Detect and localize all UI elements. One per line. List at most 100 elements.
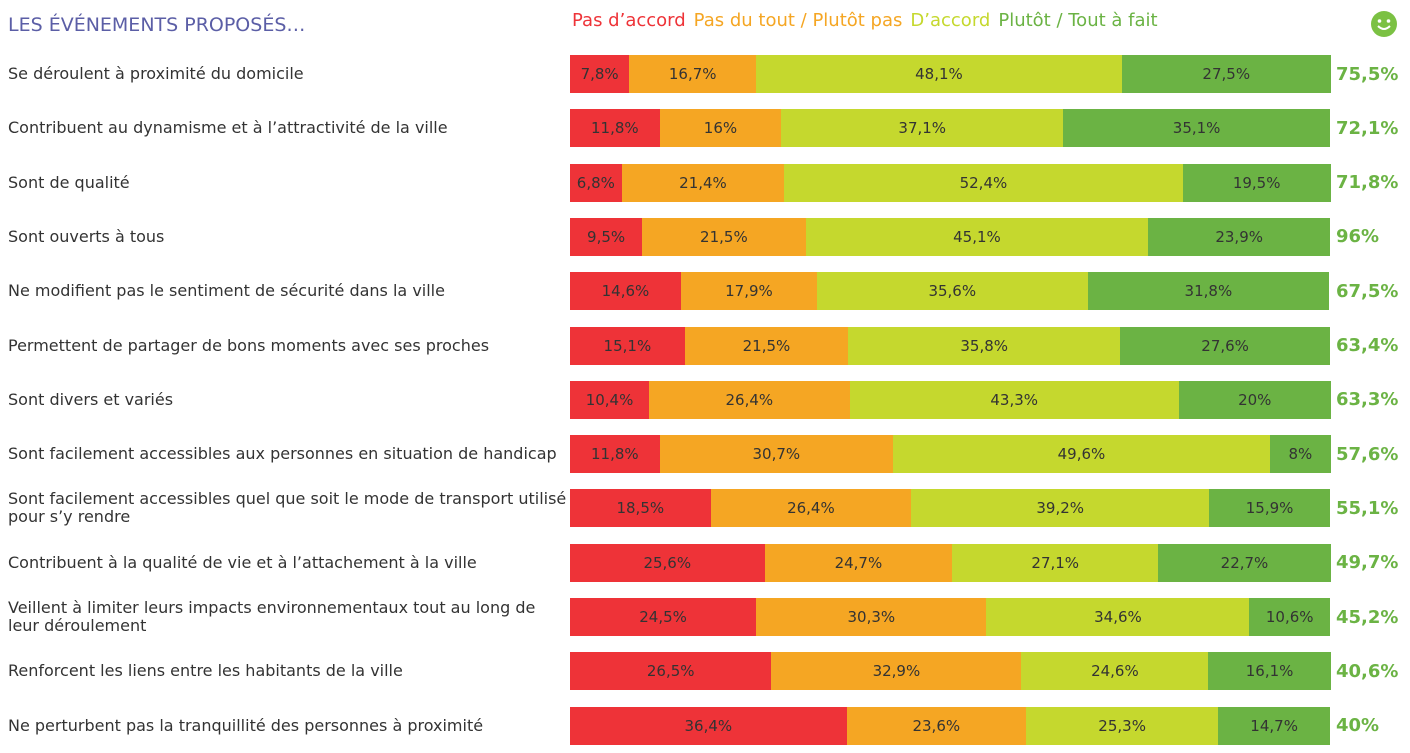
total-label: 57,6% [1336,443,1399,465]
value-label: 37,1% [898,119,947,138]
bar-segment: 35,1% [1063,109,1330,148]
bar-segment: 20% [1178,380,1331,419]
bar-segment: 22,7% [1158,543,1331,582]
value-label: 23,9% [1215,227,1263,246]
category-label: Sont ouverts à tous [8,226,165,246]
bar-segment: 7,8% [570,55,630,93]
value-label: 20% [1238,390,1272,409]
bar-segment: 16% [659,109,782,148]
total-label: 71,8% [1336,172,1399,194]
value-label: 45,1% [953,227,1001,246]
value-label: 49,6% [1057,445,1106,464]
category-label: Ne modifient pas le sentiment de sécurit… [8,281,445,301]
bar-segment: 23,9% [1148,217,1330,256]
total-label: 72,1% [1336,117,1399,139]
category-label: Se déroulent à proximité du domicile [8,64,304,83]
value-label: 19,5% [1232,173,1281,192]
value-label: 14,7% [1250,716,1298,735]
total-label: 49,7% [1336,552,1399,574]
category-label: Renforcent les liens entre les habitants… [8,661,403,681]
bar-segment: 10,4% [570,380,650,419]
bar-segment: 26,4% [649,380,850,419]
bar-segment: 26,5% [570,652,772,691]
bar-segment: 49,6% [893,435,1270,474]
value-label: 16% [703,119,738,138]
bar-segment: 9,5% [570,217,643,256]
total-label: 63,3% [1336,389,1399,411]
bar-segment: 36,4% [570,706,847,745]
value-label: 10,6% [1265,608,1314,626]
value-label: 21,5% [742,336,791,355]
bar-segment: 39,2% [911,489,1210,528]
legend-entry: Plutôt / Tout à fait [998,10,1158,31]
value-label: 25,6% [643,553,692,572]
bar-segment: 35,8% [848,326,1121,365]
value-label: 27,6% [1201,336,1249,355]
bar-segment: 27,5% [1121,55,1331,93]
value-label: 30,7% [752,445,801,464]
value-label: 10,4% [585,390,634,409]
value-label: 26,4% [725,390,774,409]
value-label: 7,8% [580,65,619,83]
legend-entry: D’accord [910,10,991,31]
value-label: 26,5% [646,662,695,681]
bar-segment: 23,6% [846,706,1026,745]
value-label: 26,4% [787,499,835,518]
value-label: 30,3% [847,608,896,626]
bar-segment: 11,8% [570,435,660,474]
bar-segment: 34,6% [986,598,1250,636]
legend-entry: Pas du tout / Plutôt pas [693,10,903,31]
bar-segment: 24,5% [570,598,757,636]
bar-segment: 10,6% [1249,598,1330,636]
value-label: 8% [1288,445,1313,464]
bar-segment: 21,5% [642,217,806,256]
bar-segment: 25,6% [570,543,765,582]
category-label: Ne perturbent pas la tranquillité des pe… [8,715,484,735]
bar-segment: 35,6% [817,272,1088,311]
value-label: 16,7% [668,65,717,83]
bar-segment: 43,3% [849,380,1179,419]
total-label: 67,5% [1336,280,1399,302]
total-label: 55,1% [1336,497,1399,519]
bar-segment: 24,7% [764,543,953,582]
category-label: Sont facilement accessibles quel que soi… [8,489,567,527]
bar-segment: 17,9% [680,272,817,311]
value-label: 17,9% [725,282,773,301]
total-label: 40,6% [1336,660,1399,682]
value-label: 21,4% [679,173,727,192]
value-label: 36,4% [684,716,733,735]
total-label: 75,5% [1336,63,1399,85]
category-label: Sont facilement accessibles aux personne… [8,444,557,464]
category-label: Veillent à limiter leurs impacts environ… [8,598,536,635]
value-label: 35,1% [1172,119,1221,138]
bar-segment: 19,5% [1182,163,1331,202]
value-label: 11,8% [591,119,639,138]
total-label: 45,2% [1336,606,1399,628]
category-label: Permettent de partager de bons moments a… [8,335,490,355]
bar-segment: 14,6% [570,272,681,311]
value-label: 24,5% [639,608,687,626]
bar-segment: 18,5% [570,489,711,528]
value-label: 25,3% [1098,716,1146,735]
bar-segment: 48,1% [756,55,1122,93]
value-label: 32,9% [872,662,921,681]
bar-segment: 30,7% [659,435,893,474]
bar-segment: 25,3% [1026,706,1219,745]
value-label: 22,7% [1220,553,1269,572]
bar-segment: 15,1% [570,326,685,365]
value-label: 27,5% [1202,65,1251,83]
bar-segment: 31,8% [1087,272,1330,311]
bar-segment: 16,1% [1208,652,1331,691]
legend: Pas d’accord Pas du tout / Plutôt pas D’ac… [572,10,1158,31]
total-label: 40% [1336,715,1380,737]
value-label: 6,8% [576,173,615,192]
value-label: 39,2% [1036,499,1085,518]
total-label: 63,4% [1336,335,1399,356]
bar-segment: 26,4% [710,489,912,528]
bar-segment: 32,9% [771,652,1022,691]
value-label: 34,6% [1094,608,1142,626]
smiley-icon [1371,11,1397,37]
bar-segment: 24,6% [1021,652,1209,691]
bar-segment: 30,3% [756,598,987,636]
